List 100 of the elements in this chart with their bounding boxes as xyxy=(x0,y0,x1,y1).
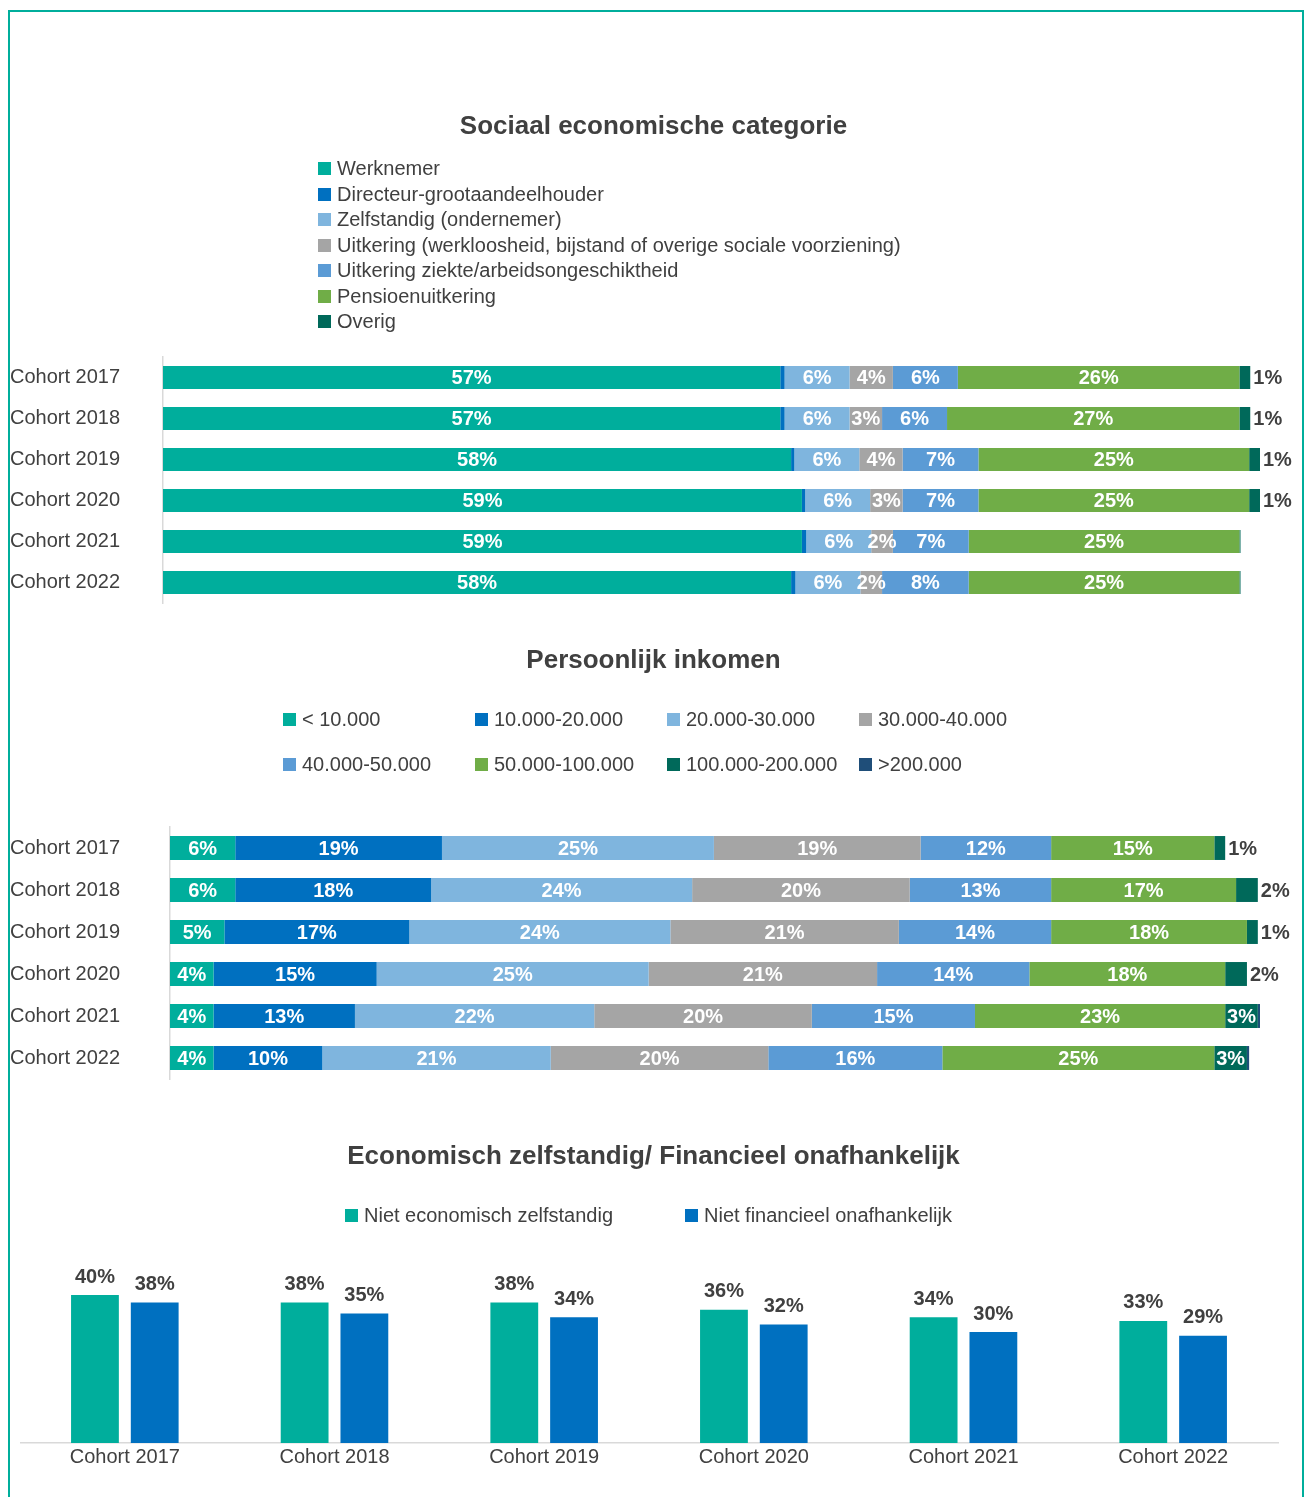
chart-title: Persoonlijk inkomen xyxy=(525,644,782,675)
data-label: 1% xyxy=(1260,920,1290,943)
data-label: 58% xyxy=(457,571,498,594)
data-label: 27% xyxy=(1073,407,1114,430)
bar xyxy=(648,962,878,986)
data-label: 3% xyxy=(871,489,902,512)
x-tick-label: Cohort 2017 xyxy=(69,1444,180,1467)
data-label: 25% xyxy=(557,836,599,859)
data-label: 4% xyxy=(856,366,886,389)
bar xyxy=(692,878,910,902)
data-label: 19% xyxy=(797,836,838,859)
legend-label: 50.000-100.000 xyxy=(494,753,635,776)
data-label: 40% xyxy=(74,1264,116,1287)
data-label: 25% xyxy=(1093,448,1135,471)
bar xyxy=(1249,489,1260,512)
bar xyxy=(1029,962,1226,986)
data-label: 1% xyxy=(1253,407,1283,430)
bar xyxy=(163,407,781,430)
bar xyxy=(1179,1335,1227,1443)
bar xyxy=(340,1313,389,1443)
bar xyxy=(224,920,410,944)
bar xyxy=(978,448,1250,471)
data-label: 3% xyxy=(1216,1046,1246,1069)
data-label: 6% xyxy=(188,878,218,901)
y-tick-label: Cohort 2020 xyxy=(10,961,121,984)
data-label: 38% xyxy=(284,1271,325,1294)
bar xyxy=(801,489,806,512)
data-label: 10% xyxy=(247,1046,289,1069)
data-label: 1% xyxy=(1263,489,1293,512)
bar xyxy=(1239,366,1251,389)
bar xyxy=(213,1004,355,1028)
bar xyxy=(71,1295,119,1443)
data-label: 12% xyxy=(965,836,1007,859)
data-label: 22% xyxy=(454,1004,495,1027)
y-tick-label: Cohort 2017 xyxy=(10,365,121,388)
data-label: 5% xyxy=(182,920,212,943)
bar xyxy=(1225,962,1247,986)
x-tick-label: Cohort 2018 xyxy=(279,1444,390,1467)
data-label: 4% xyxy=(177,962,207,985)
legend-label: 40.000-50.000 xyxy=(302,753,432,776)
data-label: 26% xyxy=(1078,366,1119,389)
bar xyxy=(163,571,792,594)
bar xyxy=(957,366,1240,389)
data-label: 6% xyxy=(823,489,853,512)
bar xyxy=(780,407,785,430)
bar xyxy=(968,530,1240,553)
bar xyxy=(550,1317,598,1443)
data-label: 33% xyxy=(1123,1290,1164,1313)
data-label: 13% xyxy=(960,878,1001,901)
legend-label: Werknemer xyxy=(337,157,440,180)
data-label: 20% xyxy=(683,1004,724,1027)
data-label: 23% xyxy=(1080,1004,1121,1027)
legend-label: Zelfstandig (ondernemer) xyxy=(337,208,562,231)
data-label: 1% xyxy=(1263,448,1293,471)
data-label: 18% xyxy=(1129,920,1170,943)
chart-title: Economisch zelfstandig/ Financieel onafhankelijk xyxy=(346,1140,961,1171)
bar xyxy=(898,920,1052,944)
y-tick-label: Cohort 2020 xyxy=(10,488,121,511)
y-tick-label: Cohort 2017 xyxy=(10,835,121,858)
bar xyxy=(768,1046,943,1070)
bar xyxy=(947,407,1240,430)
legend-label: Directeur-grootaandeelhouder xyxy=(337,182,604,206)
data-label: 20% xyxy=(639,1046,680,1069)
bar xyxy=(163,489,802,512)
data-label: 6% xyxy=(813,571,843,594)
data-label: 16% xyxy=(835,1046,876,1069)
legend-label: 10.000-20.000 xyxy=(494,708,624,731)
data-label: 36% xyxy=(703,1279,745,1302)
y-tick-label: Cohort 2018 xyxy=(10,406,121,429)
data-label: 24% xyxy=(541,878,582,901)
data-label: 21% xyxy=(742,962,784,985)
bar xyxy=(594,1004,812,1028)
bar xyxy=(780,366,785,389)
data-label: 6% xyxy=(824,530,854,553)
data-label: 34% xyxy=(913,1286,954,1309)
bar xyxy=(213,962,377,986)
x-tick-label: Cohort 2021 xyxy=(908,1444,1019,1467)
y-tick-label: Cohort 2022 xyxy=(10,570,121,593)
data-label: 1% xyxy=(1253,366,1283,389)
bar xyxy=(791,448,795,471)
bar xyxy=(1239,407,1251,430)
data-label: 32% xyxy=(763,1294,804,1317)
data-label: 15% xyxy=(1112,836,1153,859)
bar xyxy=(163,448,792,471)
data-label: 4% xyxy=(177,1046,207,1069)
data-label: 6% xyxy=(812,448,842,471)
bar xyxy=(974,1004,1226,1028)
bar xyxy=(441,836,714,860)
data-label: 3% xyxy=(851,407,881,430)
data-label: 4% xyxy=(866,448,896,471)
bar xyxy=(942,1046,1215,1070)
data-label: 29% xyxy=(1183,1305,1224,1328)
bar xyxy=(1214,836,1226,860)
bar xyxy=(1257,1004,1260,1028)
data-label: 6% xyxy=(900,407,930,430)
data-label: 13% xyxy=(264,1004,305,1027)
bar xyxy=(1236,878,1258,902)
bar xyxy=(1119,1320,1168,1443)
data-label: 58% xyxy=(457,448,498,471)
bar xyxy=(700,1309,748,1443)
